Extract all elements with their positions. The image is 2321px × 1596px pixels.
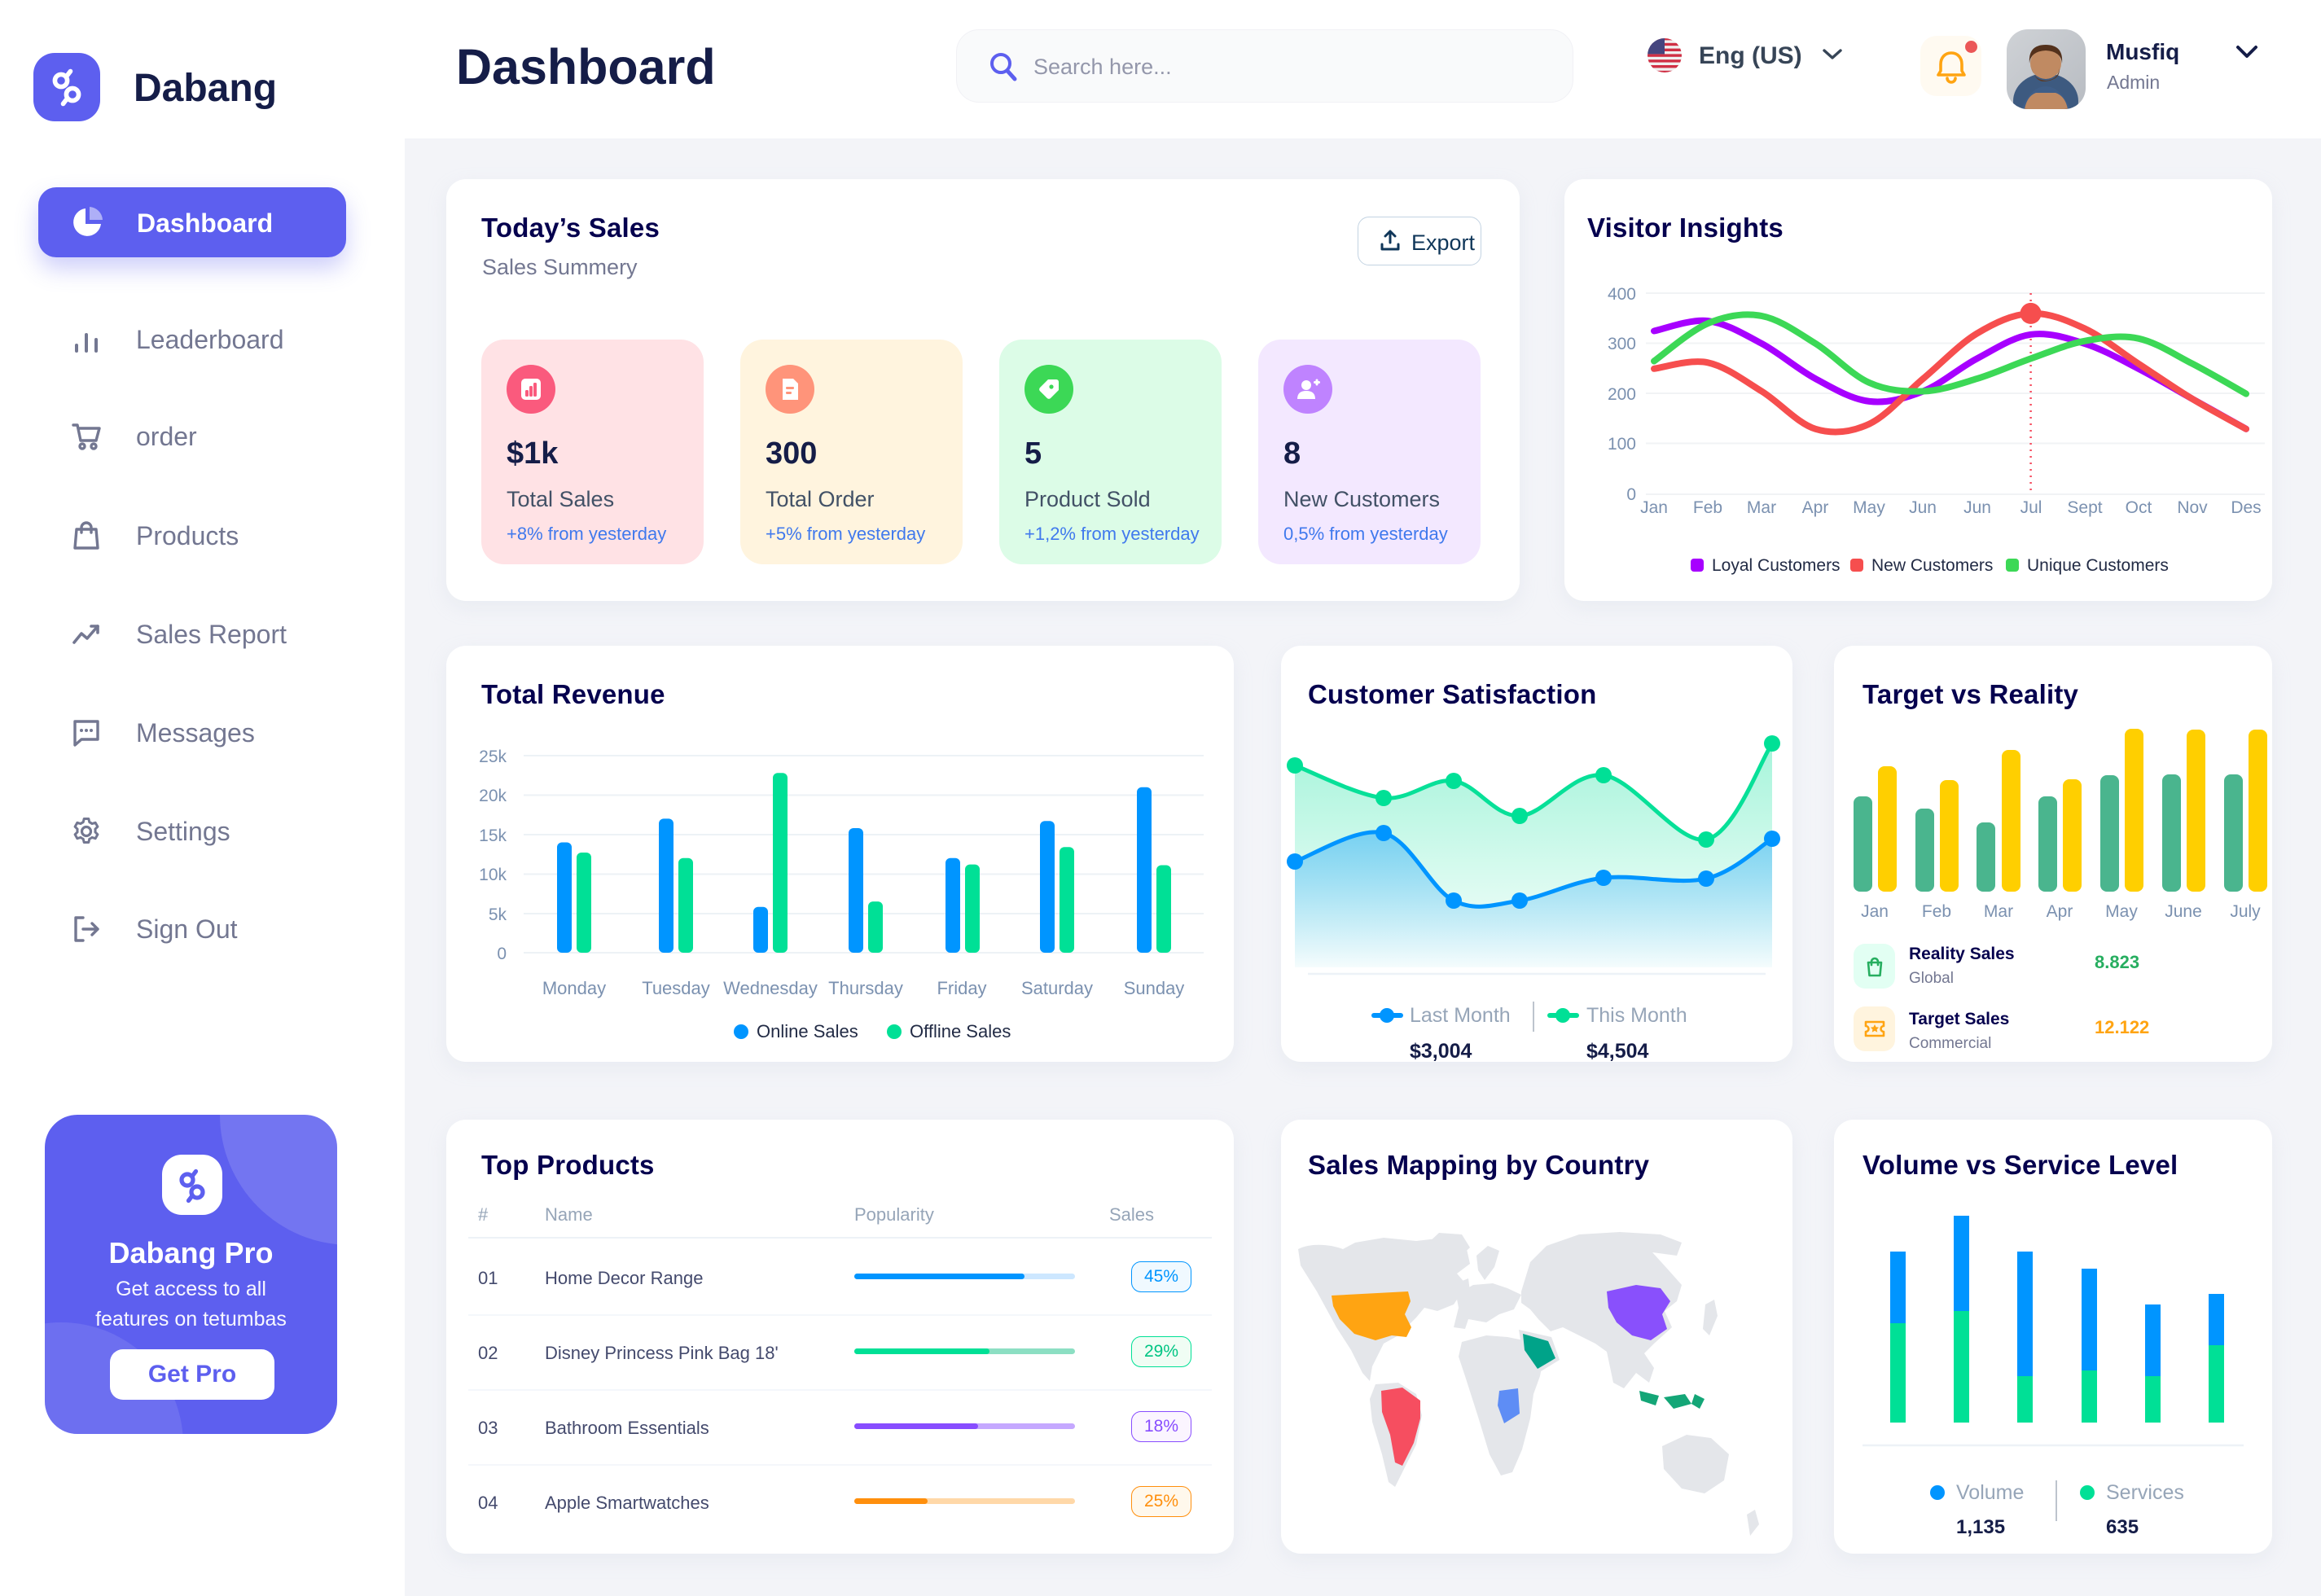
svg-text:$4,504: $4,504 — [1586, 1040, 1649, 1062]
svg-text:June: June — [2165, 902, 2202, 921]
svg-text:10k: 10k — [479, 866, 507, 884]
svg-text:Jul: Jul — [2020, 498, 2042, 517]
svg-text:Monday: Monday — [542, 978, 606, 998]
svg-text:Volume: Volume — [1956, 1481, 2024, 1504]
svg-text:Online Sales: Online Sales — [757, 1021, 858, 1041]
svg-text:5k: 5k — [489, 905, 507, 924]
svg-text:New Customers: New Customers — [1871, 556, 1993, 575]
svg-text:Jan: Jan — [1861, 902, 1889, 921]
svg-text:Jun: Jun — [1909, 498, 1937, 517]
svg-text:Jun: Jun — [1963, 498, 1991, 517]
svg-text:Friday: Friday — [937, 978, 986, 998]
svg-text:Wednesday: Wednesday — [723, 978, 818, 998]
svg-text:Sunday: Sunday — [1124, 978, 1185, 998]
svg-text:Tuesday: Tuesday — [642, 978, 710, 998]
svg-text:25k: 25k — [479, 748, 507, 766]
svg-text:0: 0 — [497, 945, 507, 963]
svg-text:Oct: Oct — [2126, 498, 2152, 517]
svg-text:Nov: Nov — [2177, 498, 2208, 517]
svg-text:Mar: Mar — [1984, 902, 2013, 921]
svg-text:Apr: Apr — [1802, 498, 1829, 517]
svg-text:Thursday: Thursday — [828, 978, 903, 998]
svg-text:300: 300 — [1608, 335, 1636, 353]
svg-text:Saturday: Saturday — [1021, 978, 1093, 998]
svg-text:Loyal Customers: Loyal Customers — [1712, 556, 1841, 575]
svg-text:Feb: Feb — [1693, 498, 1722, 517]
svg-text:May: May — [2105, 902, 2138, 921]
svg-text:Feb: Feb — [1922, 902, 1951, 921]
svg-text:Last Month: Last Month — [1410, 1004, 1511, 1027]
svg-text:May: May — [1853, 498, 1885, 517]
svg-text:200: 200 — [1608, 385, 1636, 404]
svg-text:Des: Des — [2231, 498, 2261, 517]
svg-text:Offline Sales: Offline Sales — [910, 1021, 1011, 1041]
svg-text:15k: 15k — [479, 826, 507, 845]
svg-text:1,135: 1,135 — [1956, 1516, 2005, 1538]
svg-text:Mar: Mar — [1747, 498, 1776, 517]
svg-text:Jan: Jan — [1640, 498, 1668, 517]
svg-text:0: 0 — [1626, 485, 1636, 504]
svg-text:Apr: Apr — [2047, 902, 2073, 921]
svg-text:635: 635 — [2106, 1516, 2139, 1538]
svg-text:July: July — [2230, 902, 2261, 921]
svg-text:Services: Services — [2106, 1481, 2184, 1504]
svg-text:100: 100 — [1608, 435, 1636, 454]
svg-text:400: 400 — [1608, 285, 1636, 304]
svg-text:20k: 20k — [479, 787, 507, 805]
svg-text:$3,004: $3,004 — [1410, 1040, 1472, 1062]
svg-text:Sept: Sept — [2067, 498, 2102, 517]
svg-text:Unique Customers: Unique Customers — [2027, 556, 2169, 575]
svg-text:This Month: This Month — [1586, 1004, 1687, 1027]
